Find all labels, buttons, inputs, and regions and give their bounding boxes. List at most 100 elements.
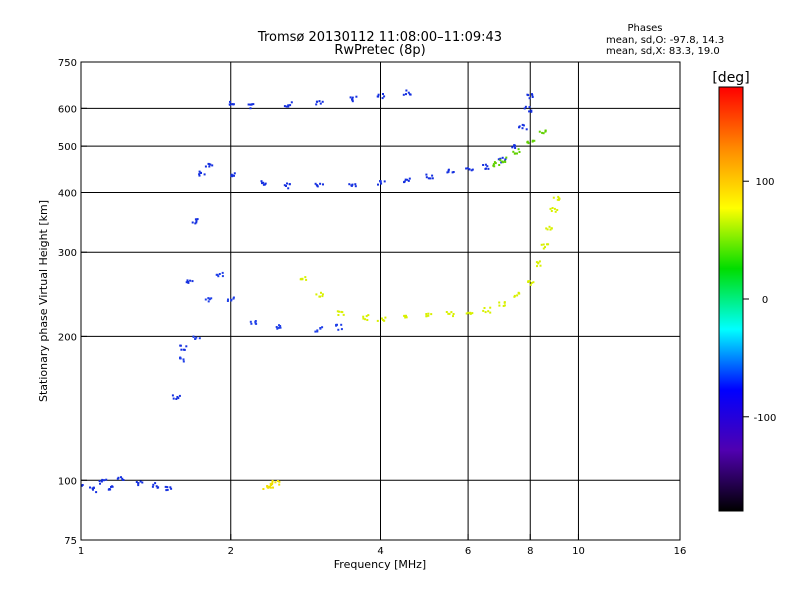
data-point <box>175 398 178 400</box>
data-point <box>484 163 487 166</box>
data-point <box>286 182 288 185</box>
data-point <box>521 127 524 130</box>
data-point <box>92 487 95 489</box>
data-point <box>425 173 428 176</box>
data-point <box>407 179 410 182</box>
data-point <box>471 168 474 171</box>
data-point <box>531 94 534 97</box>
data-point <box>247 103 250 106</box>
data-point <box>315 293 318 296</box>
data-point <box>376 95 379 98</box>
data-point <box>367 314 370 317</box>
data-point <box>283 105 286 108</box>
data-point <box>185 281 188 284</box>
data-point <box>445 311 448 313</box>
data-point <box>285 185 287 187</box>
data-point <box>451 171 454 174</box>
x-axis-ticks: 1 2 4 6 8 10 16 <box>78 534 686 557</box>
data-point <box>553 207 556 210</box>
data-point <box>539 264 542 267</box>
data-point <box>78 483 80 485</box>
data-point <box>195 219 198 222</box>
data-point <box>171 394 174 397</box>
data-point <box>516 294 519 297</box>
data-point <box>321 326 324 329</box>
data-point <box>187 280 189 283</box>
y-axis-ticks: 75 100 200 300 400 500 600 750 <box>58 58 87 547</box>
data-point <box>121 477 124 480</box>
data-point <box>232 296 235 299</box>
data-point <box>528 97 531 100</box>
data-point <box>542 247 545 250</box>
data-point <box>531 93 533 96</box>
data-point <box>427 314 430 317</box>
data-point <box>285 105 288 108</box>
x-tick-label: 10 <box>572 546 585 557</box>
colorbar-ticks: 100 0 -100 <box>743 177 776 424</box>
data-point <box>364 318 367 321</box>
x-tick-label: 6 <box>465 546 471 557</box>
data-point <box>341 311 344 314</box>
data-point <box>279 326 282 329</box>
data-point <box>466 311 469 314</box>
data-point <box>204 165 207 168</box>
data-point <box>319 102 322 105</box>
data-point <box>551 207 554 209</box>
x-axis-label: Frequency [MHz] <box>334 558 426 571</box>
data-point <box>465 167 468 170</box>
data-point <box>288 183 291 186</box>
data-point <box>278 480 281 483</box>
data-point <box>249 103 252 106</box>
data-point <box>305 278 308 281</box>
y-tick-label: 500 <box>58 142 77 153</box>
data-point <box>365 315 368 318</box>
data-point <box>121 478 124 481</box>
data-point <box>135 481 138 483</box>
data-point <box>546 243 548 246</box>
data-point <box>498 301 501 304</box>
x-tick-label: 1 <box>78 546 84 557</box>
data-point <box>501 156 504 159</box>
colorbar-tick-label: -100 <box>754 413 777 424</box>
data-point <box>211 164 214 167</box>
data-point <box>546 228 549 231</box>
data-point <box>231 174 234 177</box>
data-point <box>207 300 210 303</box>
data-point <box>207 297 210 300</box>
data-point <box>485 167 487 170</box>
colorbar-unit-label: [deg] <box>712 70 749 86</box>
data-point <box>492 163 495 166</box>
data-point <box>315 100 318 103</box>
data-point <box>179 357 182 360</box>
data-point <box>195 336 198 339</box>
data-point <box>554 210 557 213</box>
data-point <box>351 99 354 101</box>
data-point <box>469 312 472 315</box>
data-point <box>204 298 207 301</box>
data-point <box>348 183 351 186</box>
data-point <box>528 106 531 109</box>
data-point <box>137 482 140 485</box>
data-point <box>279 325 282 327</box>
data-point <box>335 323 338 326</box>
data-point <box>272 486 274 489</box>
data-point <box>230 173 233 176</box>
data-point <box>512 150 515 153</box>
data-point <box>405 89 408 92</box>
data-point <box>383 95 386 98</box>
data-point <box>208 298 211 301</box>
data-point <box>524 105 527 108</box>
data-point <box>116 477 119 480</box>
data-point <box>342 313 345 316</box>
data-point <box>514 152 517 155</box>
data-point <box>179 344 182 347</box>
data-point <box>290 101 293 104</box>
data-point <box>533 139 536 142</box>
data-point <box>276 480 279 482</box>
data-point <box>405 93 407 96</box>
data-point <box>109 488 112 491</box>
y-tick-label: 750 <box>58 58 77 69</box>
data-point <box>382 93 384 95</box>
data-point <box>465 312 468 315</box>
data-point <box>504 158 507 161</box>
